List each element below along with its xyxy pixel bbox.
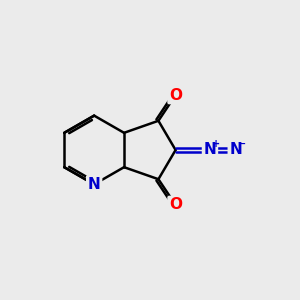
Text: N: N [88, 177, 100, 192]
Text: +: + [212, 139, 220, 149]
Text: O: O [169, 88, 182, 103]
Text: −: − [238, 139, 246, 149]
Text: N: N [230, 142, 242, 158]
Text: N: N [204, 142, 216, 158]
Text: O: O [169, 197, 182, 212]
